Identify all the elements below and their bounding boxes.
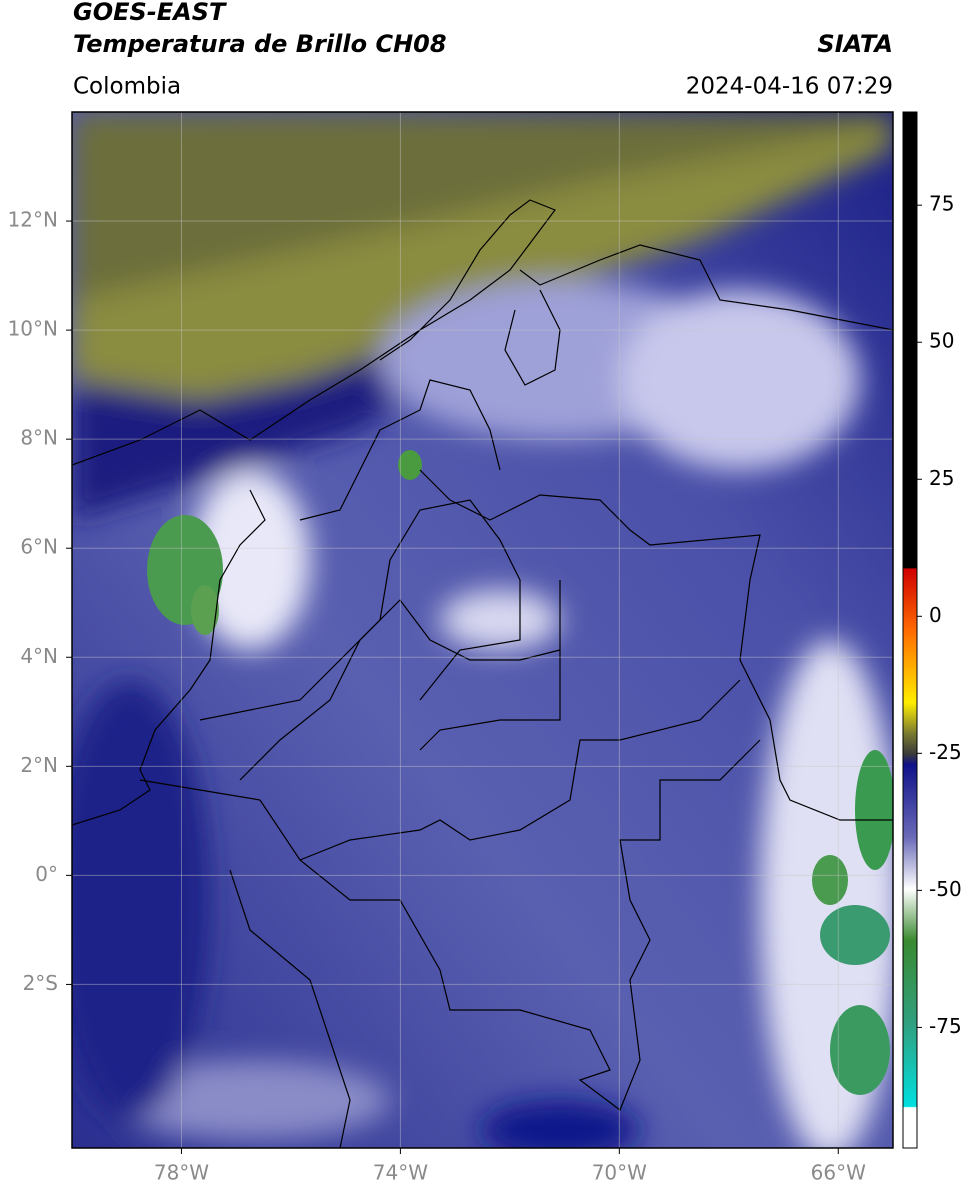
x-tick-label: 74°W <box>373 1161 428 1185</box>
datetime: 2024-04-16 07:29 <box>686 74 893 100</box>
y-tick-label: 2°S <box>23 971 58 995</box>
y-tick-label: 2°N <box>20 753 58 777</box>
x-tick-label: 70°W <box>592 1161 647 1185</box>
y-tick-label: 4°N <box>20 644 58 668</box>
colorbar <box>902 111 918 1149</box>
y-tick-label: 10°N <box>8 317 58 341</box>
colorbar-tick-label: -75 <box>929 1014 962 1038</box>
y-tick-label: 8°N <box>20 426 58 450</box>
colorbar-tick-label: -50 <box>929 877 962 901</box>
title-line1: GOES-EAST <box>73 0 227 26</box>
grid <box>72 112 893 1148</box>
region: Colombia <box>73 74 181 100</box>
title-line2: Temperatura de Brillo CH08 <box>73 30 447 58</box>
y-tick-label: 12°N <box>8 208 58 232</box>
x-tick-label: 78°W <box>154 1161 209 1185</box>
satellite-image <box>72 112 893 1148</box>
map-frame <box>71 111 894 1149</box>
colorbar-tick-label: 0 <box>929 603 942 627</box>
colorbar-tick-label: 25 <box>929 466 954 490</box>
x-tick-label: 66°W <box>811 1161 866 1185</box>
y-tick-label: 6°N <box>20 535 58 559</box>
source: SIATA <box>817 30 893 58</box>
y-tick-label: 0° <box>35 862 58 886</box>
colorbar-tick-label: 75 <box>929 192 954 216</box>
colorbar-tick-label: -25 <box>929 740 962 764</box>
colorbar-tick-label: 50 <box>929 329 954 353</box>
